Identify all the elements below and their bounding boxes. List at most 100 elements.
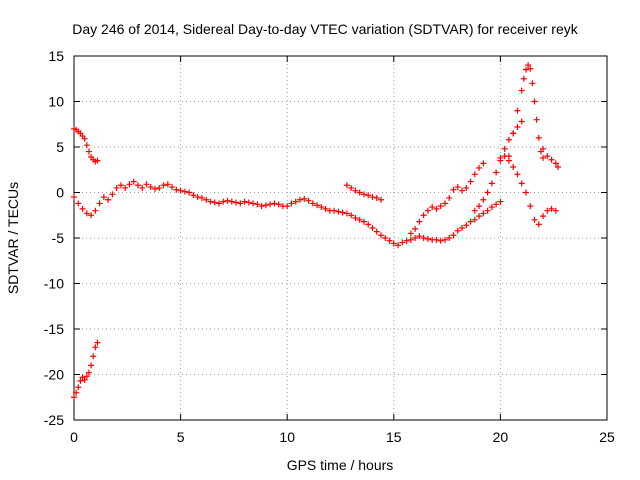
y-tick-label: 0 [56,185,64,201]
data-point [497,154,504,161]
data-point [382,235,389,241]
data-point [480,160,487,167]
data-point [527,65,534,72]
data-point [352,187,359,194]
data-point [450,186,457,193]
data-point [501,145,508,152]
data-point [96,200,103,207]
data-point [518,118,525,125]
data-point [296,196,303,203]
data-point [403,237,410,244]
data-point [79,205,86,212]
series-late-peak [505,62,547,161]
data-marks [71,62,561,401]
data-point [73,389,80,396]
data-point [540,154,547,161]
data-point [476,213,483,220]
data-point [554,164,561,171]
data-point [143,181,150,188]
data-point [450,232,457,239]
data-point [522,66,529,73]
data-point [437,203,444,210]
chart-title: Day 246 of 2014, Sidereal Day-to-day VTE… [72,21,578,37]
data-point [343,182,350,189]
data-point [467,178,474,185]
data-point [164,181,171,188]
x-tick-label: 5 [177,429,185,445]
data-point [117,182,124,189]
data-point [83,373,90,380]
data-point [429,204,436,211]
data-point [356,189,363,196]
data-point [262,202,269,209]
data-point [134,182,141,189]
data-point [245,199,252,206]
data-point [510,130,517,137]
data-point [531,98,538,105]
data-point [309,200,316,207]
data-point [335,208,342,215]
series-early-high [71,125,101,165]
data-point [271,200,278,207]
data-point [416,218,423,225]
data-point [215,200,222,207]
data-point [90,353,97,360]
data-point [514,123,521,130]
data-point [544,153,551,160]
data-point [237,200,244,207]
data-point [497,198,504,205]
series-late-rise-a [471,118,525,214]
data-point [160,182,167,189]
x-tick-label: 0 [70,429,78,445]
data-point [446,235,453,241]
series-late-falloff [497,153,559,228]
data-point [378,196,385,203]
data-point [348,184,355,191]
data-point [77,377,84,384]
y-tick-label: -10 [44,276,64,292]
data-point [463,222,470,229]
data-point [139,184,146,191]
data-point [531,216,538,223]
data-point [514,171,521,178]
data-point [514,107,521,114]
data-point [399,239,406,246]
data-point [94,339,101,346]
data-point [75,200,82,207]
data-point [412,225,419,232]
data-point [343,210,350,217]
series-afternoon-rise [407,160,487,237]
data-point [100,194,107,201]
data-point [535,221,542,228]
y-tick-label: -25 [44,412,64,428]
data-point [518,180,525,187]
data-point [305,197,312,204]
data-point [360,191,367,198]
data-point [267,201,274,208]
data-point [356,216,363,223]
data-point [420,235,427,241]
y-tick-label: -15 [44,321,64,337]
data-point [540,145,547,152]
data-point [378,232,385,239]
data-point [365,221,372,228]
data-point [207,198,214,205]
data-point [471,171,478,178]
data-point [454,227,461,234]
data-point [292,198,299,205]
plot-frame [73,55,608,421]
data-point [369,194,376,201]
data-point [81,135,88,142]
data-point [437,237,444,244]
data-point [488,180,495,187]
data-point [88,362,95,369]
data-point [275,201,282,208]
data-point [476,164,483,171]
data-point [81,376,88,383]
x-tick-label: 10 [279,429,295,445]
data-point [533,116,540,123]
data-point [190,192,197,199]
data-point [395,242,402,249]
grid [74,56,607,420]
data-point [352,214,359,221]
